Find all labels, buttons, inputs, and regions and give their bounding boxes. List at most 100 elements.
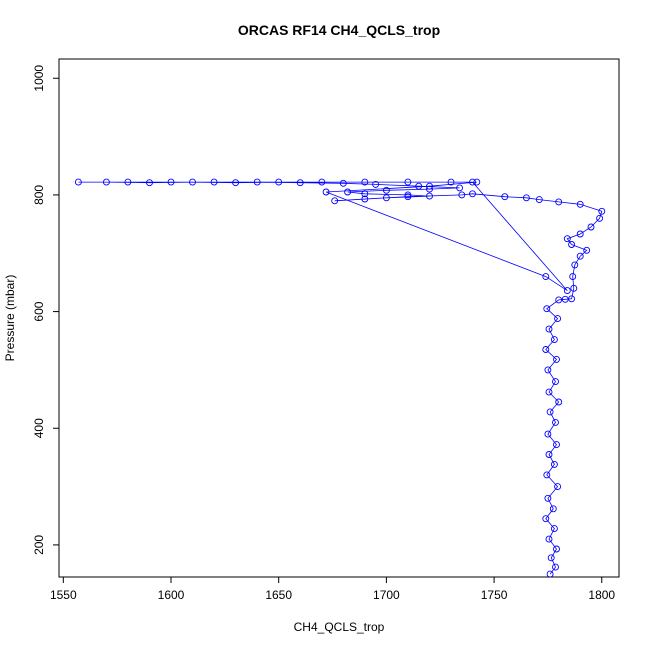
- data-point: [382, 194, 390, 202]
- data-point: [404, 178, 412, 186]
- x-tick-label: 1800: [588, 588, 615, 602]
- data-point: [545, 388, 553, 396]
- data-point: [576, 230, 584, 238]
- data-point: [210, 178, 218, 186]
- data-point: [535, 196, 543, 204]
- y-axis-label: Pressure (mbar): [3, 275, 17, 362]
- data-point: [598, 207, 606, 215]
- data-point: [372, 180, 380, 188]
- data-point: [232, 179, 240, 187]
- data-point: [339, 179, 347, 187]
- data-point: [545, 451, 553, 458]
- data-point: [404, 193, 412, 201]
- data-point: [583, 246, 591, 254]
- data-point: [456, 184, 464, 192]
- data-point: [275, 178, 283, 186]
- y-tick-label: 400: [32, 418, 46, 438]
- series-path: [78, 181, 603, 575]
- data-point: [361, 195, 369, 203]
- data-point: [361, 190, 369, 198]
- data-point: [331, 197, 339, 205]
- data-point: [522, 194, 530, 202]
- data-point: [568, 295, 576, 303]
- plot-box: [58, 58, 620, 578]
- data-point: [543, 305, 551, 313]
- data-point: [458, 191, 466, 199]
- data-point: [469, 190, 476, 198]
- data-point: [426, 185, 433, 193]
- data-point: [563, 235, 571, 243]
- x-axis: 1550 1600 1650 1700 1750 1800: [50, 576, 615, 602]
- y-axis: 200 400 600 800 1000: [32, 65, 59, 555]
- data-point: [296, 179, 304, 187]
- series-points: [74, 178, 606, 577]
- data-point: [553, 545, 560, 553]
- data-point: [545, 535, 553, 543]
- data-point: [554, 315, 562, 323]
- data-point: [569, 273, 577, 281]
- data-point: [415, 182, 423, 190]
- data-point: [546, 408, 554, 416]
- x-tick-label: 1600: [158, 588, 185, 602]
- data-point: [555, 296, 563, 304]
- data-point: [554, 483, 562, 491]
- x-tick-label: 1650: [265, 588, 292, 602]
- data-point: [571, 261, 579, 269]
- data-point: [552, 563, 559, 571]
- data-point: [189, 178, 196, 186]
- data-point: [544, 430, 552, 438]
- data-point: [552, 378, 559, 386]
- y-tick-label: 800: [32, 185, 46, 205]
- data-point: [553, 355, 560, 363]
- data-point: [543, 471, 551, 479]
- data-point: [382, 186, 390, 194]
- x-axis-label: CH4_QCLS_trop: [294, 620, 385, 634]
- data-point: [167, 178, 175, 186]
- data-point: [322, 188, 330, 196]
- data-point: [542, 346, 550, 353]
- data-point: [473, 178, 481, 186]
- data-point: [546, 570, 554, 577]
- data-point: [545, 325, 553, 333]
- data-point: [587, 223, 595, 231]
- y-tick-label: 1000: [32, 65, 46, 92]
- data-point: [447, 178, 455, 186]
- y-tick-label: 200: [32, 535, 46, 555]
- x-tick-label: 1550: [50, 588, 77, 602]
- data-point: [552, 418, 559, 426]
- data-point: [542, 273, 550, 281]
- data-point: [596, 214, 604, 222]
- data-point: [469, 178, 476, 186]
- data-point: [124, 178, 132, 186]
- data-point: [318, 178, 326, 186]
- data-point: [542, 515, 550, 523]
- data-point: [550, 525, 558, 533]
- data-point: [344, 188, 352, 196]
- data-point: [426, 192, 433, 200]
- data-point: [544, 366, 552, 374]
- data-point: [576, 252, 584, 260]
- data-point: [563, 287, 571, 295]
- data-point: [361, 178, 369, 186]
- data-point: [550, 336, 558, 344]
- data-point: [544, 494, 552, 502]
- x-tick-label: 1700: [373, 588, 400, 602]
- chart-title: ORCAS RF14 CH4_QCLS_trop: [238, 22, 440, 38]
- data-point: [555, 398, 563, 406]
- data-point: [550, 460, 558, 468]
- y-tick-label: 600: [32, 301, 46, 321]
- data-point: [570, 284, 578, 292]
- data-point: [146, 179, 153, 187]
- data-point: [576, 200, 584, 208]
- data-point: [568, 241, 576, 248]
- data-point: [74, 178, 82, 186]
- data-point: [102, 178, 110, 186]
- data-point: [547, 554, 555, 562]
- data-point: [253, 178, 261, 186]
- data-point: [549, 505, 557, 513]
- data-point: [501, 193, 509, 201]
- data-point: [555, 198, 563, 206]
- data-point: [426, 182, 433, 190]
- data-point: [553, 441, 560, 449]
